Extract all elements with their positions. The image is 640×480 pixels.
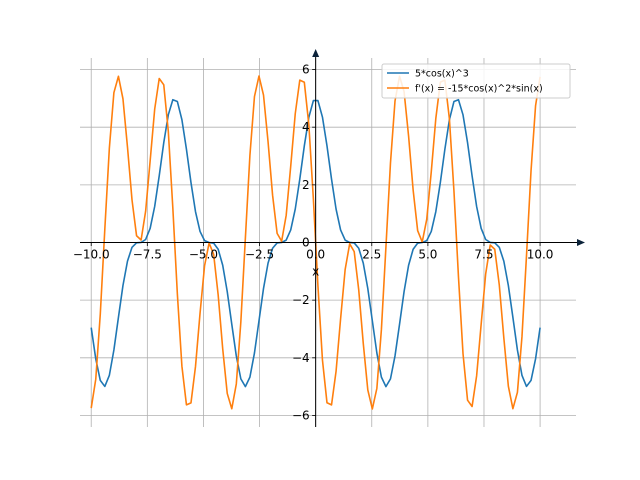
x-axis-arrow-icon: [577, 239, 585, 246]
legend-label-2: f'(x) = -15*cos(x)^2*sin(x): [415, 84, 543, 95]
x-tick-label: 2.5: [362, 248, 381, 262]
y-tick-label: 0: [302, 236, 310, 250]
x-tick-label: −5.0: [189, 248, 218, 262]
x-tick-label: −2.5: [245, 248, 274, 262]
legend-label-1: 5*cos(x)^3: [415, 69, 469, 80]
x-tick-label: −7.5: [133, 248, 162, 262]
y-axis-arrow-icon: [312, 49, 320, 57]
y-tick-label: −6: [292, 408, 310, 422]
x-tick-label: 5.0: [418, 248, 437, 262]
y-tick-label: −4: [292, 351, 310, 365]
y-tick-label: 6: [302, 63, 310, 77]
y-tick-label: 2: [302, 178, 310, 192]
ticks: −10.0 −7.5 −5.0 −2.5 0.0 2.5 5.0 7.5 10.0 −6 −4 −2 0…: [73, 63, 554, 423]
x-tick-label: 10.0: [527, 248, 554, 262]
x-axis-label: x: [312, 265, 319, 279]
legend-box: [381, 63, 571, 99]
y-tick-label: 4: [302, 120, 310, 134]
axes: [80, 49, 585, 427]
x-tick-label: 7.5: [474, 248, 493, 262]
legend: 5*cos(x)^3 f'(x) = -15*cos(x)^2*sin(x): [381, 63, 571, 99]
y-tick-label: −2: [292, 293, 310, 307]
x-tick-label: −10.0: [73, 248, 110, 262]
x-tick-label: 0.0: [306, 248, 325, 262]
